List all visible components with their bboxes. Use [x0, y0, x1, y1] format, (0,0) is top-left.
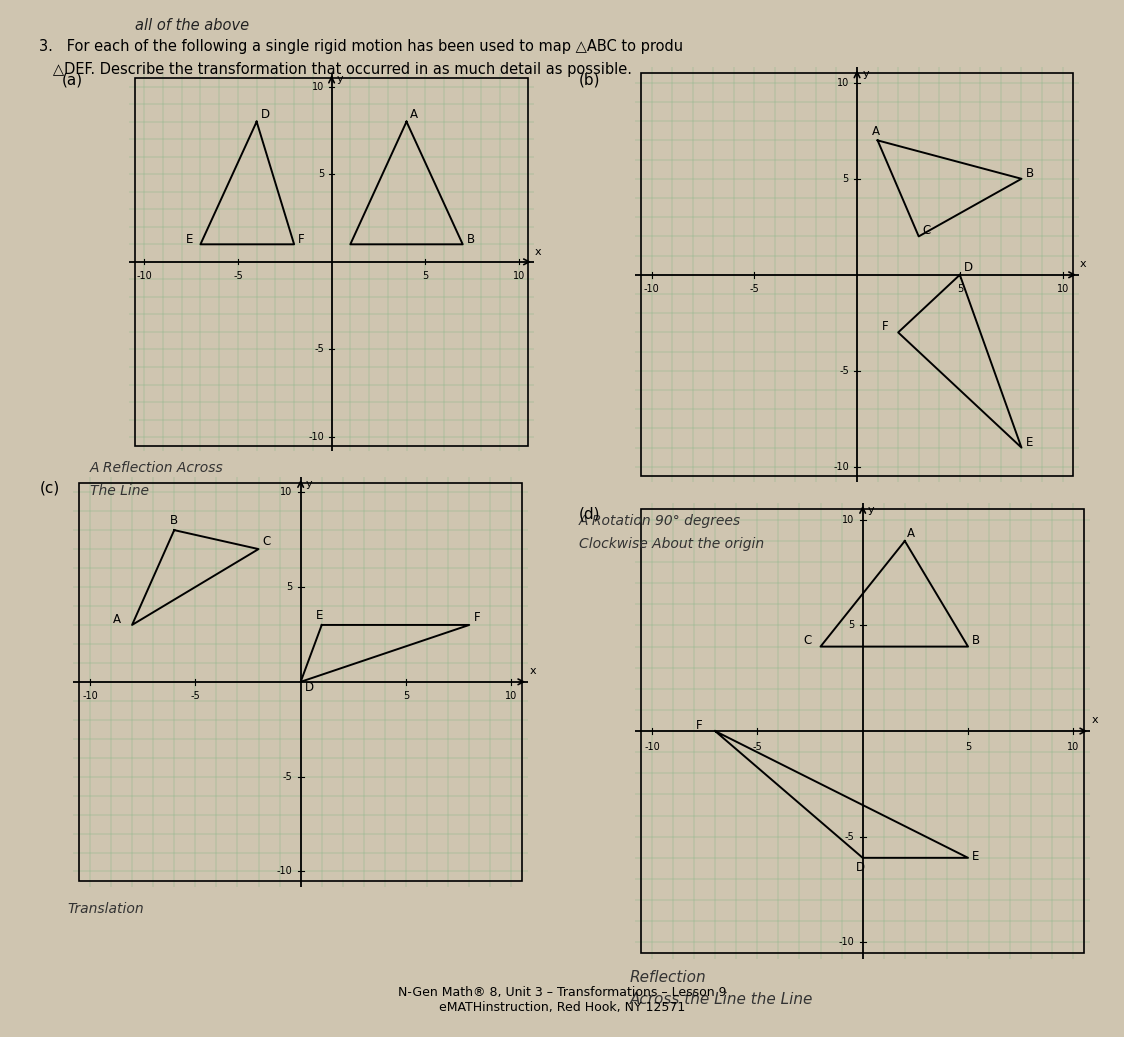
Text: F: F: [473, 611, 480, 624]
Text: y: y: [336, 75, 343, 84]
Text: -5: -5: [233, 271, 243, 281]
Text: (b): (b): [579, 73, 600, 87]
Text: B: B: [1025, 167, 1034, 179]
Text: D: D: [305, 681, 314, 695]
Text: x: x: [529, 666, 536, 676]
Text: B: B: [170, 514, 178, 528]
Text: -10: -10: [644, 741, 660, 752]
Text: -5: -5: [752, 741, 762, 752]
Text: -10: -10: [644, 284, 660, 295]
Text: 5: 5: [847, 620, 854, 630]
Text: A: A: [871, 124, 879, 138]
Text: -5: -5: [190, 692, 200, 701]
Text: 5: 5: [964, 741, 971, 752]
Text: x: x: [535, 247, 542, 257]
Text: N-Gen Math® 8, Unit 3 – Transformations – Lesson 9
eMATHinstruction, Red Hook, N: N-Gen Math® 8, Unit 3 – Transformations …: [398, 986, 726, 1014]
Text: A Reflection Across: A Reflection Across: [90, 461, 224, 476]
Text: 5: 5: [285, 582, 292, 592]
Text: (a): (a): [62, 73, 83, 87]
Text: E: E: [972, 850, 980, 863]
Text: all of the above: all of the above: [135, 18, 250, 32]
Text: C: C: [804, 635, 812, 647]
Text: B: B: [466, 232, 474, 246]
Text: E: E: [185, 232, 193, 246]
Text: 3.   For each of the following a single rigid motion has been used to map △ABC t: 3. For each of the following a single ri…: [39, 39, 683, 54]
Text: -10: -10: [839, 937, 854, 948]
Text: Reflection: Reflection: [629, 970, 706, 984]
Text: (d): (d): [579, 506, 600, 521]
Text: -10: -10: [308, 432, 324, 442]
Text: -5: -5: [840, 366, 849, 375]
Text: (c): (c): [39, 480, 60, 495]
Text: E: E: [1025, 436, 1033, 449]
Text: -10: -10: [833, 461, 849, 472]
Text: 5: 5: [957, 284, 963, 295]
Text: D: D: [964, 261, 973, 274]
Text: -10: -10: [136, 271, 152, 281]
Text: -5: -5: [315, 344, 324, 355]
Text: 10: 10: [513, 271, 525, 281]
Text: 10: 10: [280, 487, 292, 497]
Text: B: B: [972, 635, 980, 647]
Text: F: F: [696, 719, 702, 732]
Text: y: y: [862, 69, 869, 79]
Text: D: D: [261, 108, 270, 121]
Text: -5: -5: [282, 772, 292, 782]
Text: C: C: [263, 535, 271, 549]
Text: y: y: [306, 479, 312, 488]
Text: A Rotation 90° degrees: A Rotation 90° degrees: [579, 514, 741, 529]
Text: 5: 5: [402, 692, 409, 701]
Text: A: A: [114, 613, 121, 626]
Text: y: y: [868, 505, 874, 515]
Text: 5: 5: [318, 169, 324, 179]
Text: The Line: The Line: [90, 484, 148, 499]
Text: 5: 5: [843, 174, 849, 184]
Text: F: F: [881, 320, 888, 334]
Text: Across the Line the Line: Across the Line the Line: [629, 992, 813, 1007]
Text: -5: -5: [844, 832, 854, 842]
Text: x: x: [1091, 714, 1098, 725]
Text: A: A: [410, 108, 418, 121]
Text: Translation: Translation: [67, 902, 144, 917]
Text: A: A: [907, 527, 915, 539]
Text: △DEF. Describe the transformation that occurred in as much detail as possible.: △DEF. Describe the transformation that o…: [39, 62, 633, 77]
Text: F: F: [298, 232, 305, 246]
Text: 10: 10: [311, 82, 324, 91]
Text: 10: 10: [1068, 741, 1079, 752]
Text: -5: -5: [750, 284, 759, 295]
Text: C: C: [923, 224, 931, 237]
Text: 10: 10: [836, 78, 849, 88]
Text: -10: -10: [82, 692, 98, 701]
Text: 10: 10: [506, 692, 517, 701]
Text: 5: 5: [423, 271, 428, 281]
Text: E: E: [316, 610, 323, 622]
Text: 10: 10: [842, 514, 854, 525]
Text: D: D: [856, 861, 865, 873]
Text: x: x: [1080, 259, 1087, 270]
Text: -10: -10: [277, 867, 292, 876]
Text: Clockwise About the origin: Clockwise About the origin: [579, 537, 764, 552]
Text: 10: 10: [1057, 284, 1069, 295]
